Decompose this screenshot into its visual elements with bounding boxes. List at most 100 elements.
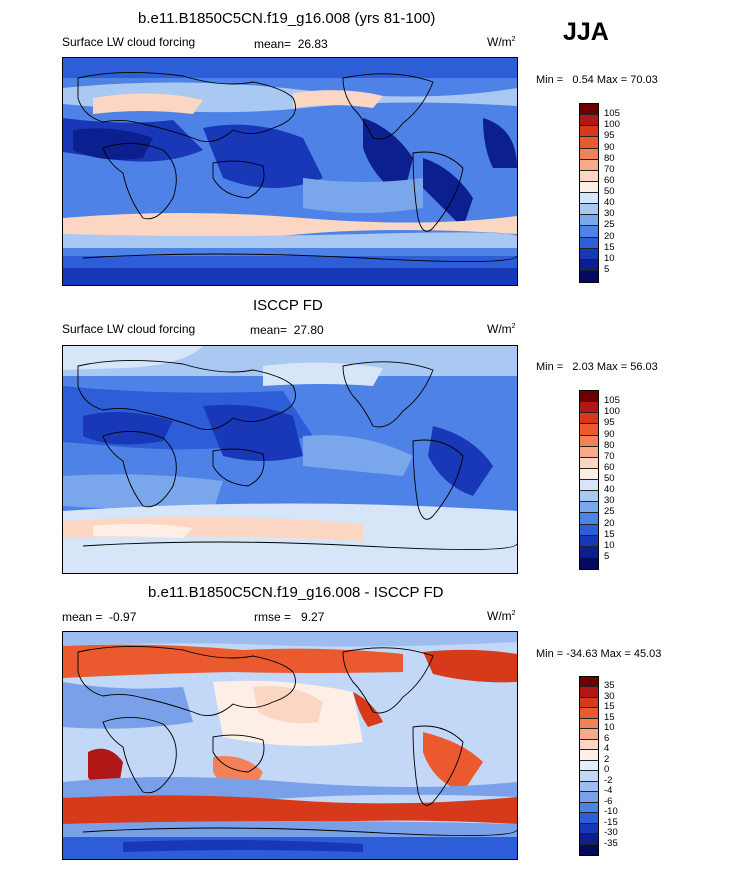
panel3-units: W/m2	[487, 609, 516, 623]
colorbar-tick-label: 50	[604, 186, 615, 197]
colorbar-tick-label: 30	[604, 690, 615, 702]
colorbar-swatch	[580, 834, 598, 845]
colorbar-swatch	[580, 535, 598, 547]
colorbar-swatch	[580, 739, 598, 751]
colorbar-tick-label: 15	[604, 241, 615, 253]
colorbar-swatch	[580, 148, 598, 160]
panel2-mean-value: 27.80	[293, 323, 324, 337]
panel2-colorbar	[579, 390, 599, 570]
colorbar-swatch	[580, 480, 598, 492]
colorbar-swatch	[580, 677, 598, 688]
panel2-map	[62, 345, 518, 574]
colorbar-swatch	[580, 781, 598, 793]
colorbar-tick-label: 15	[604, 711, 615, 723]
panel1-min-value: 0.54	[572, 74, 594, 86]
colorbar-tick-label: 25	[604, 219, 615, 231]
panel3-map	[62, 631, 518, 860]
panel1-mean: mean= 26.83	[254, 37, 328, 51]
colorbar-tick-label: 105	[604, 108, 620, 120]
panel3-min-value: -34.63	[566, 648, 598, 660]
panel1-max-value: 70.03	[630, 74, 658, 86]
colorbar-tick-label: 5	[604, 263, 610, 275]
colorbar-swatch	[580, 446, 598, 458]
colorbar-tick-label: 90	[604, 428, 615, 440]
panel2-max-value: 56.03	[630, 361, 658, 373]
panel1-units: W/m2	[487, 35, 516, 49]
colorbar-tick-label: 100	[604, 406, 620, 418]
colorbar-tick-label: -10	[604, 806, 618, 818]
colorbar-swatch	[580, 513, 598, 525]
colorbar-tick-label: -6	[604, 795, 613, 807]
colorbar-swatch	[580, 204, 598, 216]
panel1-variable-label: Surface LW cloud forcing	[62, 35, 196, 49]
colorbar-tick-label: 15	[604, 701, 615, 713]
colorbar-tick-label: 105	[604, 395, 620, 407]
colorbar-tick-label: 0	[604, 764, 610, 776]
colorbar-tick-label: -35	[604, 837, 618, 849]
colorbar-swatch	[580, 750, 598, 761]
colorbar-swatch	[580, 760, 598, 772]
panel2-units-exp: 2	[511, 323, 516, 330]
panel2-mean-label: mean=	[250, 323, 288, 337]
colorbar-swatch	[580, 181, 598, 193]
colorbar-swatch	[580, 170, 598, 182]
colorbar-swatch	[580, 270, 598, 282]
colorbar-swatch	[580, 391, 598, 403]
colorbar-tick-label: 70	[604, 450, 615, 462]
colorbar-swatch	[580, 226, 598, 238]
colorbar-swatch	[580, 546, 598, 558]
colorbar-tick-label: 100	[604, 119, 620, 131]
panel1-map-svg	[63, 58, 517, 285]
colorbar-tick-label: 15	[604, 528, 615, 540]
colorbar-tick-label: 50	[604, 473, 615, 484]
panel3-mean-value: -0.97	[109, 610, 137, 624]
panel3-max-label: Max =	[600, 648, 631, 660]
panel3-units-exp: 2	[511, 610, 516, 617]
colorbar-swatch	[580, 491, 598, 503]
panel2-variable-label: Surface LW cloud forcing	[62, 322, 196, 336]
colorbar-tick-label: 30	[604, 208, 615, 220]
colorbar-swatch	[580, 193, 598, 205]
panel1-min-label: Min =	[536, 74, 564, 86]
colorbar-tick-label: 60	[604, 174, 615, 186]
panel1-minmax: Min = 0.54 Max = 70.03	[536, 74, 658, 86]
colorbar-swatch	[580, 708, 598, 719]
colorbar-tick-label: 20	[604, 517, 615, 529]
colorbar-swatch	[580, 215, 598, 227]
colorbar-swatch	[580, 126, 598, 138]
panel2-units: W/m2	[487, 322, 516, 336]
panel2-min-value: 2.03	[572, 361, 594, 373]
panel3-title: b.e11.B1850C5CN.f19_g16.008 - ISCCP FD	[148, 584, 444, 601]
colorbar-swatch	[580, 557, 598, 569]
panel2-title: ISCCP FD	[253, 297, 323, 314]
panel2-map-svg	[63, 346, 517, 573]
colorbar-swatch	[580, 237, 598, 249]
colorbar-tick-label: 70	[604, 163, 615, 175]
panel1-title: b.e11.B1850C5CN.f19_g16.008 (yrs 81-100)	[138, 10, 436, 27]
colorbar-swatch	[580, 524, 598, 536]
colorbar-swatch	[580, 468, 598, 480]
colorbar-swatch	[580, 402, 598, 414]
colorbar-tick-label: 10	[604, 252, 615, 264]
colorbar-swatch	[580, 844, 598, 855]
colorbar-swatch	[580, 259, 598, 271]
colorbar-tick-label: 4	[604, 743, 610, 755]
colorbar-tick-label: 80	[604, 439, 615, 451]
panel3-mean: mean = -0.97	[62, 610, 136, 624]
panel1-map	[62, 57, 518, 286]
panel2-minmax: Min = 2.03 Max = 56.03	[536, 361, 658, 373]
colorbar-swatch	[580, 687, 598, 698]
colorbar-swatch	[580, 457, 598, 469]
panel3-min-label: Min =	[536, 648, 564, 660]
panel1-colorbar	[579, 103, 599, 283]
colorbar-tick-label: -30	[604, 827, 618, 839]
colorbar-swatch	[580, 159, 598, 171]
colorbar-swatch	[580, 424, 598, 436]
colorbar-tick-label: 95	[604, 417, 615, 429]
colorbar-swatch	[580, 104, 598, 116]
colorbar-tick-label: 6	[604, 732, 610, 744]
colorbar-swatch	[580, 823, 598, 835]
colorbar-tick-label: 30	[604, 495, 615, 507]
panel1-mean-label: mean=	[254, 37, 292, 51]
panel3-map-svg	[63, 632, 517, 859]
